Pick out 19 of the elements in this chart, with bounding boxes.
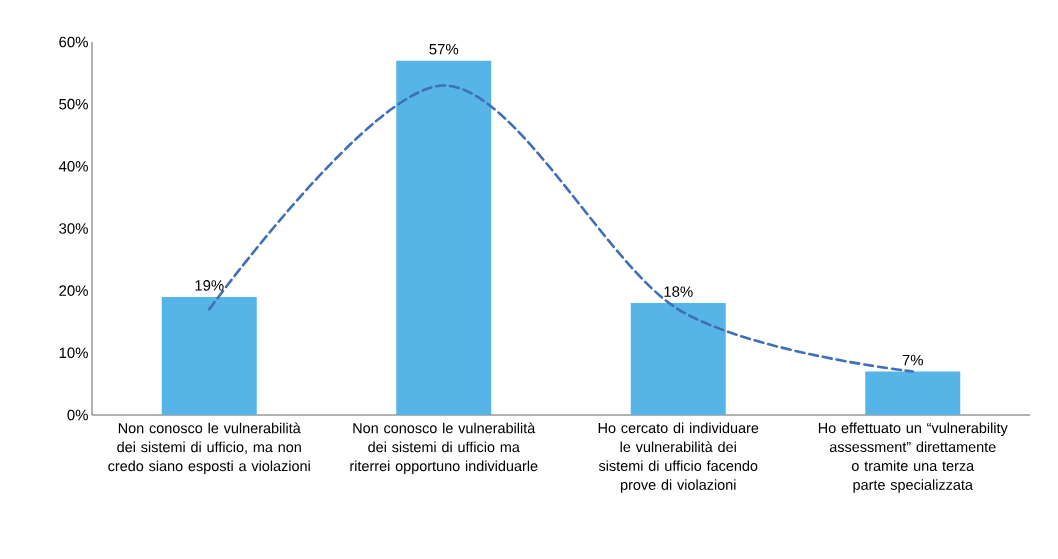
x-tick-label: Non conosco le vulnerabilità dei sistemi di ufficio ma riterrei opportuno individuarle — [350, 422, 538, 475]
y-tick-label: 20% — [59, 285, 88, 296]
bar — [396, 60, 492, 415]
y-tick-label: 60% — [59, 36, 88, 48]
bar — [630, 303, 726, 415]
x-tick-label: Ho cercato di individuare le vulnerabilità dei sistemi di ufficio facendo prove di violazioni — [598, 422, 759, 493]
data-label: 18% — [664, 286, 693, 297]
x-tick-label: Non conosco le vulnerabilità dei sistemi di ufficio, ma non credo siano esposti a violazioni — [108, 422, 310, 475]
data-label: 7% — [902, 354, 924, 366]
data-label: 19% — [195, 280, 224, 291]
bar — [161, 296, 257, 415]
y-tick-label: 40% — [58, 161, 88, 172]
y-tick-label: 0% — [67, 409, 88, 421]
x-tick-label: Ho effettuato un “vulnerability assessment” direttamente o tramite una terza parte specializzata — [818, 422, 1008, 493]
y-tick-label: 50% — [59, 98, 88, 110]
y-tick-label: 30% — [59, 223, 88, 234]
data-label: 57% — [429, 43, 459, 55]
y-tick-label: 10% — [59, 347, 88, 359]
bar — [865, 371, 961, 415]
